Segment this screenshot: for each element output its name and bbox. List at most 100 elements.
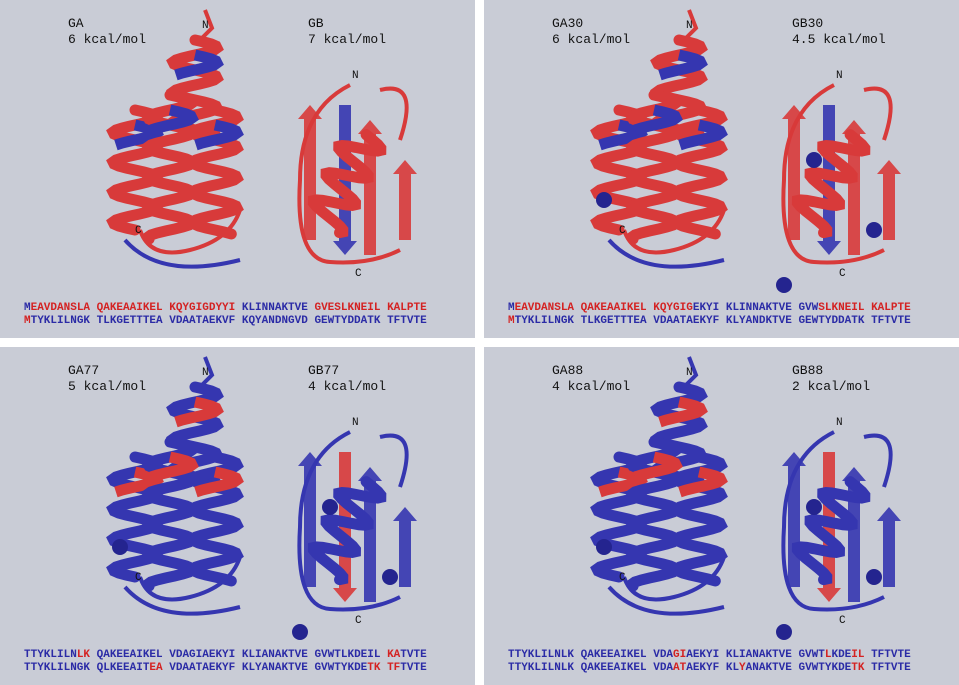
strand [393, 507, 417, 587]
helix-accent [678, 466, 728, 498]
right-energy: 4 kcal/mol [308, 379, 387, 394]
sequence-segment: KDE [831, 649, 852, 661]
sequence-segment: EAVDANSLA QAKEAAIKEL KQYGIGDYYI [30, 302, 242, 314]
helix [625, 436, 683, 592]
atom-sphere [866, 569, 882, 585]
atom-sphere [292, 624, 308, 640]
c-terminus: C [135, 225, 142, 237]
left-energy: 6 kcal/mol [68, 32, 147, 47]
helix-accent [114, 119, 164, 151]
n-terminus: N [202, 20, 209, 32]
n-terminus: N [836, 70, 843, 82]
sequence-segment: TTYKLILNGK QLKEEAIT [24, 662, 150, 674]
panel: GA30 6 kcal/mol GB30 4.5 kcal/mol N C N C MEAVDA… [484, 0, 959, 338]
atom-sphere [806, 152, 822, 168]
helix-accent [174, 396, 224, 428]
sequence-segment: EKYI KLINNAKTVE GVW [692, 302, 819, 314]
sequence-segment: TTYKLILN [24, 649, 77, 661]
sequence-segment: TTYKLILNLK QAKEEAIKEL VDA [508, 649, 674, 661]
helix-accent [678, 119, 728, 151]
panel: GA77 5 kcal/mol GB77 4 kcal/mol N C N C TTYKLILN… [0, 347, 475, 685]
left-label: GA77 [68, 363, 100, 378]
helix [670, 451, 728, 587]
helix-accent [658, 396, 708, 428]
helix-accent [194, 119, 244, 151]
sequence-segment: ANAKTVE GVWTYKDE [745, 662, 852, 674]
left-energy: 5 kcal/mol [68, 379, 147, 394]
helix [670, 104, 728, 240]
loop [123, 238, 241, 269]
sequence-segment: TVTE [400, 649, 427, 661]
panel: GA88 4 kcal/mol GB88 2 kcal/mol N C N C TTYKLILN… [484, 347, 959, 685]
helix-accent [194, 466, 244, 498]
ribbon-drawing [106, 356, 417, 640]
sequence-segment: L [824, 649, 832, 661]
right-label: GB [308, 16, 324, 31]
c-terminus: C [839, 268, 846, 280]
strand [877, 160, 901, 240]
left-energy: 6 kcal/mol [552, 32, 631, 47]
sequence-line: TTYKLILNLK QAKEEAIKEL VDAGIAEKYI KLIANAK… [24, 649, 427, 661]
n-terminus: N [686, 367, 693, 379]
left-label: GA [68, 16, 84, 31]
sequence-line: TTYKLILNLK QAKEEAIKEL VDAATAEKYF KLYANAK… [508, 662, 911, 674]
helix [186, 104, 244, 240]
sequence-segment: TVTE [400, 662, 427, 674]
c-terminus: C [839, 615, 846, 627]
helix [141, 436, 199, 592]
helix [186, 451, 244, 587]
ribbon-drawing [106, 9, 417, 269]
c-terminus: C [619, 572, 626, 584]
sequence-line: MEAVDANSLA QAKEAAIKEL KQYGIGEKYI KLINNAK… [508, 302, 911, 314]
atom-sphere [322, 499, 338, 515]
right-label: GB88 [792, 363, 824, 378]
helix [141, 89, 199, 245]
helix-accent [149, 451, 199, 483]
sequence-segment: M [508, 315, 515, 327]
sequence-segment: TTYKLILNLK QAKEEAIKEL VDA [508, 662, 674, 674]
helix [791, 129, 871, 239]
c-terminus: C [619, 225, 626, 237]
helix-accent [633, 104, 683, 136]
helix-accent [658, 49, 708, 81]
loop [607, 238, 725, 269]
sequence-segment: TYKLILNGK TLKGETTTEA VDAATAEKYF KLYANDKT… [514, 315, 911, 327]
sequence-segment: SLKNEIL KALPTE [818, 302, 911, 314]
helix-accent [149, 104, 199, 136]
panel: GA 6 kcal/mol GB 7 kcal/mol N C N C MEAVDANSLA Q… [0, 0, 475, 338]
sequence-segment: AEKYI KLIANAKTVE GVWT [686, 649, 825, 661]
sequence-segment: KA [387, 649, 401, 661]
n-terminus: N [202, 367, 209, 379]
c-terminus: C [355, 615, 362, 627]
n-terminus: N [836, 417, 843, 429]
atom-sphere [866, 222, 882, 238]
n-terminus: N [352, 70, 359, 82]
strand [393, 160, 417, 240]
atom-sphere [806, 499, 822, 515]
helix [791, 476, 871, 586]
left-label: GA30 [552, 16, 584, 31]
helix-accent [598, 466, 648, 498]
helix [307, 129, 387, 239]
sequence-segment: KLINNAKTVE [241, 302, 315, 314]
loop [123, 585, 241, 616]
helix-accent [174, 49, 224, 81]
n-terminus: N [352, 417, 359, 429]
ribbon-drawing [590, 9, 901, 293]
sequence-segment: TK TF [367, 662, 401, 674]
atom-sphere [112, 539, 128, 555]
loop [607, 585, 725, 616]
helix [307, 476, 387, 586]
left-energy: 4 kcal/mol [552, 379, 631, 394]
sequence-line: TTYKLILNLK QAKEEAIKEL VDAGIAEKYI KLIANAK… [508, 649, 911, 661]
sequence-segment: M [24, 302, 31, 314]
sequence-segment: TFTVTE [864, 649, 911, 661]
sequence-segment: Y [739, 662, 746, 674]
sequence-line: MTYKLILNGK TLKGETTTEA VDAATAEKYF KLYANDK… [508, 315, 911, 327]
sequence-segment: VDAATAEKYF KLYANAKTVE GVWTYKDE [169, 662, 368, 674]
sequence-segment: GVESLKNEIL KALPTE [314, 302, 427, 314]
sequence-segment: EAVDANSLA QAKEAAIKEL KQYGIG [514, 302, 693, 314]
right-energy: 7 kcal/mol [308, 32, 387, 47]
strand [877, 507, 901, 587]
